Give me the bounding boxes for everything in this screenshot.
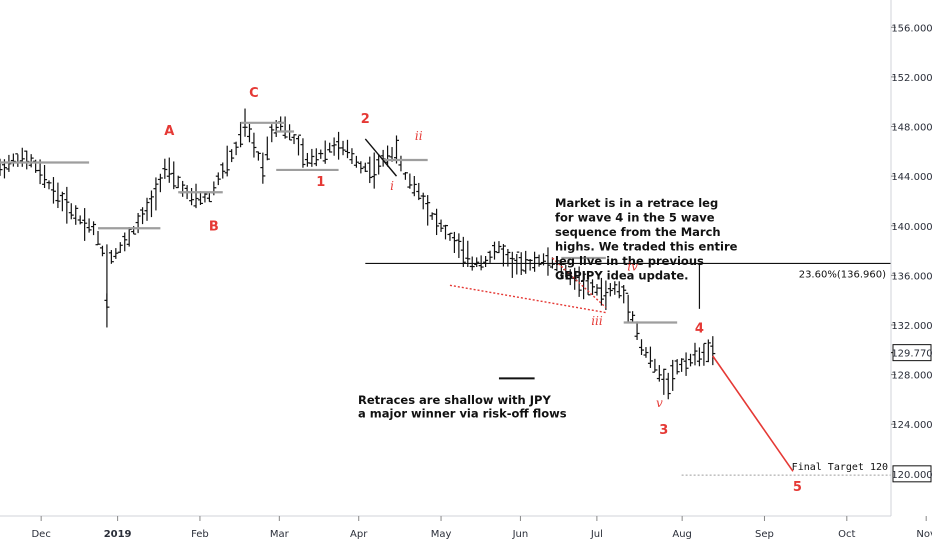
wave-label-2: 2 bbox=[361, 112, 370, 127]
x-tick-label: Apr bbox=[350, 529, 368, 540]
x-tick-label: Nov bbox=[916, 529, 932, 540]
y-tick-label: 136.000 bbox=[891, 271, 932, 282]
wave-label-C: C bbox=[249, 86, 259, 101]
annotation-line: Market is in a retrace leg bbox=[555, 196, 718, 210]
wedge-lower-line bbox=[449, 284, 607, 314]
y-tick-label: 148.000 bbox=[891, 123, 932, 134]
annotation-line: Retraces are shallow with JPY bbox=[358, 393, 551, 407]
x-tick-label: May bbox=[431, 529, 452, 540]
annotation-line: leg live in the previous bbox=[555, 254, 704, 268]
wave-label-3: 3 bbox=[659, 423, 668, 438]
final-target-label: Final Target 120 bbox=[792, 462, 888, 473]
x-tick-label: Feb bbox=[191, 529, 209, 540]
drawing-lines bbox=[0, 121, 701, 380]
current-price-badge: 129.770 bbox=[891, 344, 932, 362]
price-bars bbox=[0, 108, 716, 400]
wave-label-iv: iv bbox=[627, 259, 638, 273]
y-tick-label: 140.000 bbox=[891, 222, 932, 233]
y-tick-label: 124.000 bbox=[891, 420, 932, 431]
x-tick-label: Dec bbox=[31, 529, 50, 540]
y-tick-label: 152.000 bbox=[891, 73, 932, 84]
wave-label-iii: iii bbox=[591, 314, 603, 328]
annotation-line: GBPJPY idea update. bbox=[555, 269, 689, 283]
wave-label-i: i bbox=[390, 179, 394, 193]
annotation-line: sequence from the March bbox=[555, 225, 721, 239]
wave-2-diagonal bbox=[364, 138, 398, 177]
y-axis-ticks: 156.000 152.000 148.000 144.000 140.000 136.0… bbox=[891, 23, 932, 431]
wave-label-1: 1 bbox=[316, 175, 325, 190]
x-axis-ticks: Dec2019FebMarAprMayJunJulAugSepOctNovDec bbox=[31, 516, 932, 540]
fib-level-label: 23.60%(136.960) bbox=[799, 269, 886, 280]
wave-label-4: 4 bbox=[695, 321, 704, 336]
target-price-value: 120.000 bbox=[891, 470, 932, 481]
annotation-line: for wave 4 in the 5 wave bbox=[555, 211, 715, 225]
wave-label-5: 5 bbox=[793, 480, 802, 495]
x-tick-label: Jul bbox=[590, 529, 603, 540]
wave-5-projection-line[interactable] bbox=[712, 355, 794, 472]
y-tick-label: 128.000 bbox=[891, 371, 932, 382]
wave-label-B: B bbox=[209, 220, 219, 235]
retraces-shallow-annotation: Retraces are shallow with JPY a major win… bbox=[358, 393, 567, 421]
x-tick-label: Sep bbox=[755, 529, 774, 540]
current-price-value: 129.770 bbox=[891, 349, 932, 360]
x-tick-label: 2019 bbox=[104, 529, 132, 540]
market-retrace-annotation: Market is in a retrace leg for wave 4 in … bbox=[555, 196, 738, 283]
annotation-line: a major winner via risk-off flows bbox=[358, 407, 567, 421]
y-tick-label: 156.000 bbox=[891, 23, 932, 34]
x-tick-label: Jun bbox=[512, 529, 529, 540]
target-price-badge: 120.000 bbox=[891, 465, 932, 483]
x-tick-label: Aug bbox=[672, 529, 692, 540]
x-tick-label: Mar bbox=[270, 529, 290, 540]
y-tick-label: 144.000 bbox=[891, 172, 932, 183]
y-tick-label: 132.000 bbox=[891, 321, 932, 332]
x-tick-label: Oct bbox=[838, 529, 855, 540]
wave-label-ii: ii bbox=[415, 129, 423, 143]
wave-label-A: A bbox=[164, 124, 174, 139]
annotation-line: highs. We traded this entire bbox=[555, 240, 738, 254]
wave-label-v: v bbox=[656, 396, 663, 410]
wedge-upper-line bbox=[551, 257, 607, 309]
